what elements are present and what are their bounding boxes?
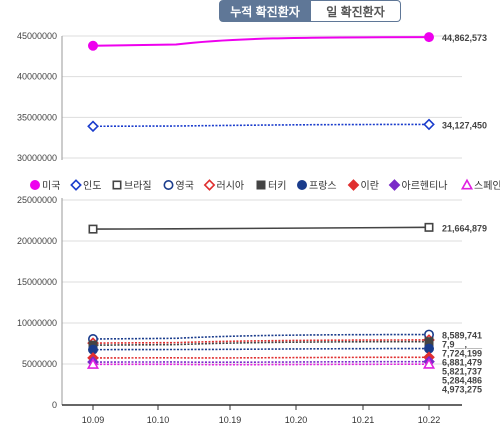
data-point (423, 32, 434, 43)
legend-item: 영국 (163, 180, 194, 192)
end-value-label: 5,284,486 (442, 376, 482, 386)
legend: 미국 인도 브라질 영국 러시아 터키 프랑스 이란 아르헨티나 스페인 (29, 178, 500, 192)
legend-label: 인도 (83, 180, 101, 192)
legend-marker (388, 179, 401, 191)
legend-marker (347, 179, 360, 191)
data-point (86, 357, 100, 369)
series-9: 5,284,486 (87, 355, 482, 386)
series-line (92, 36, 430, 47)
legend-label: 미국 (42, 180, 60, 192)
series-line (92, 226, 430, 230)
series-1: 44,862,573 (88, 32, 487, 51)
tab-daily-cases[interactable]: 일 확진환자 (311, 0, 401, 22)
legend-label: 러시아 (217, 180, 245, 192)
end-value-label: 5,821,737 (442, 367, 482, 377)
legend-marker (70, 179, 82, 191)
legend-item: 스페인 (460, 178, 500, 192)
legend-marker (296, 180, 307, 191)
end-value-label: 4,973,275 (442, 385, 482, 395)
data-point (88, 40, 99, 51)
legend-label: 브라질 (124, 180, 152, 192)
y-tick-label-lower: 0 (52, 400, 57, 410)
series-line (92, 356, 430, 359)
y-tick-label-upper: 30000000 (17, 153, 57, 163)
series-line (92, 347, 430, 351)
legend-label: 프랑스 (309, 180, 337, 192)
end-value-label: 8,589,741 (442, 331, 482, 341)
end-value-label: 7,9__,___ (442, 340, 483, 350)
end-value-label: 7,724,199 (442, 349, 482, 359)
series-2: 34,127,450 (87, 118, 487, 133)
x-tick-label: 10.09 (82, 415, 105, 425)
legend-item: 이란 (347, 179, 379, 192)
series-line (92, 333, 430, 340)
tab-cumulative-cases[interactable]: 누적 확진환자 (219, 0, 311, 22)
legend-item: 터키 (256, 180, 286, 192)
legend-item: 브라질 (112, 180, 152, 192)
y-tick-label-lower: 10000000 (17, 318, 57, 328)
legend-label: 스페인 (474, 180, 500, 192)
y-tick-label-lower: 20000000 (17, 236, 57, 246)
data-point (424, 222, 434, 232)
legend-marker (256, 180, 266, 190)
x-tick-label: 10.20 (285, 415, 308, 425)
x-tick-label: 10.10 (147, 415, 170, 425)
series-line (92, 340, 430, 346)
legend-marker (163, 180, 174, 191)
y-tick-label-lower: 5000000 (22, 359, 57, 369)
y-tick-label-lower: 25000000 (17, 195, 57, 205)
legend-item: 아르헨티나 (388, 179, 448, 192)
series-10: 4,973,275 (86, 357, 482, 395)
series-3: 21,664,879 (88, 222, 487, 234)
y-tick-label-upper: 35000000 (17, 112, 57, 122)
y-tick-label-lower: 15000000 (17, 277, 57, 287)
legend-item: 러시아 (203, 179, 245, 192)
end-value-label: 6,881,479 (442, 358, 482, 368)
series-line (92, 339, 430, 344)
end-value-label: 34,127,450 (442, 120, 487, 130)
legend-item: 인도 (70, 179, 101, 192)
y-tick-label-upper: 45000000 (17, 31, 57, 41)
x-tick-label: 10.21 (352, 415, 375, 425)
y-tick-label-upper: 40000000 (17, 72, 57, 82)
legend-marker (460, 178, 474, 190)
tab-group: 누적 확진환자 일 확진환자 (219, 0, 401, 22)
legend-label: 터키 (268, 180, 286, 192)
end-value-label: 21,664,879 (442, 223, 487, 233)
x-tick-label: 10.19 (219, 415, 242, 425)
legend-marker (29, 180, 40, 191)
legend-label: 아르헨티나 (402, 180, 448, 192)
data-point (422, 357, 436, 369)
legend-item: 프랑스 (296, 180, 337, 192)
data-point (423, 118, 435, 131)
legend-marker (203, 179, 216, 191)
series-line (92, 360, 430, 364)
end-value-label: 44,862,573 (442, 33, 487, 43)
legend-label: 이란 (361, 180, 379, 192)
data-point (87, 120, 99, 133)
data-point (88, 224, 98, 234)
legend-label: 영국 (176, 180, 194, 192)
x-tick-label: 10.22 (418, 415, 441, 425)
series-line (92, 123, 430, 128)
series-7: 6,881,479 (88, 343, 482, 368)
legend-marker (112, 180, 122, 190)
legend-item: 미국 (29, 180, 60, 192)
